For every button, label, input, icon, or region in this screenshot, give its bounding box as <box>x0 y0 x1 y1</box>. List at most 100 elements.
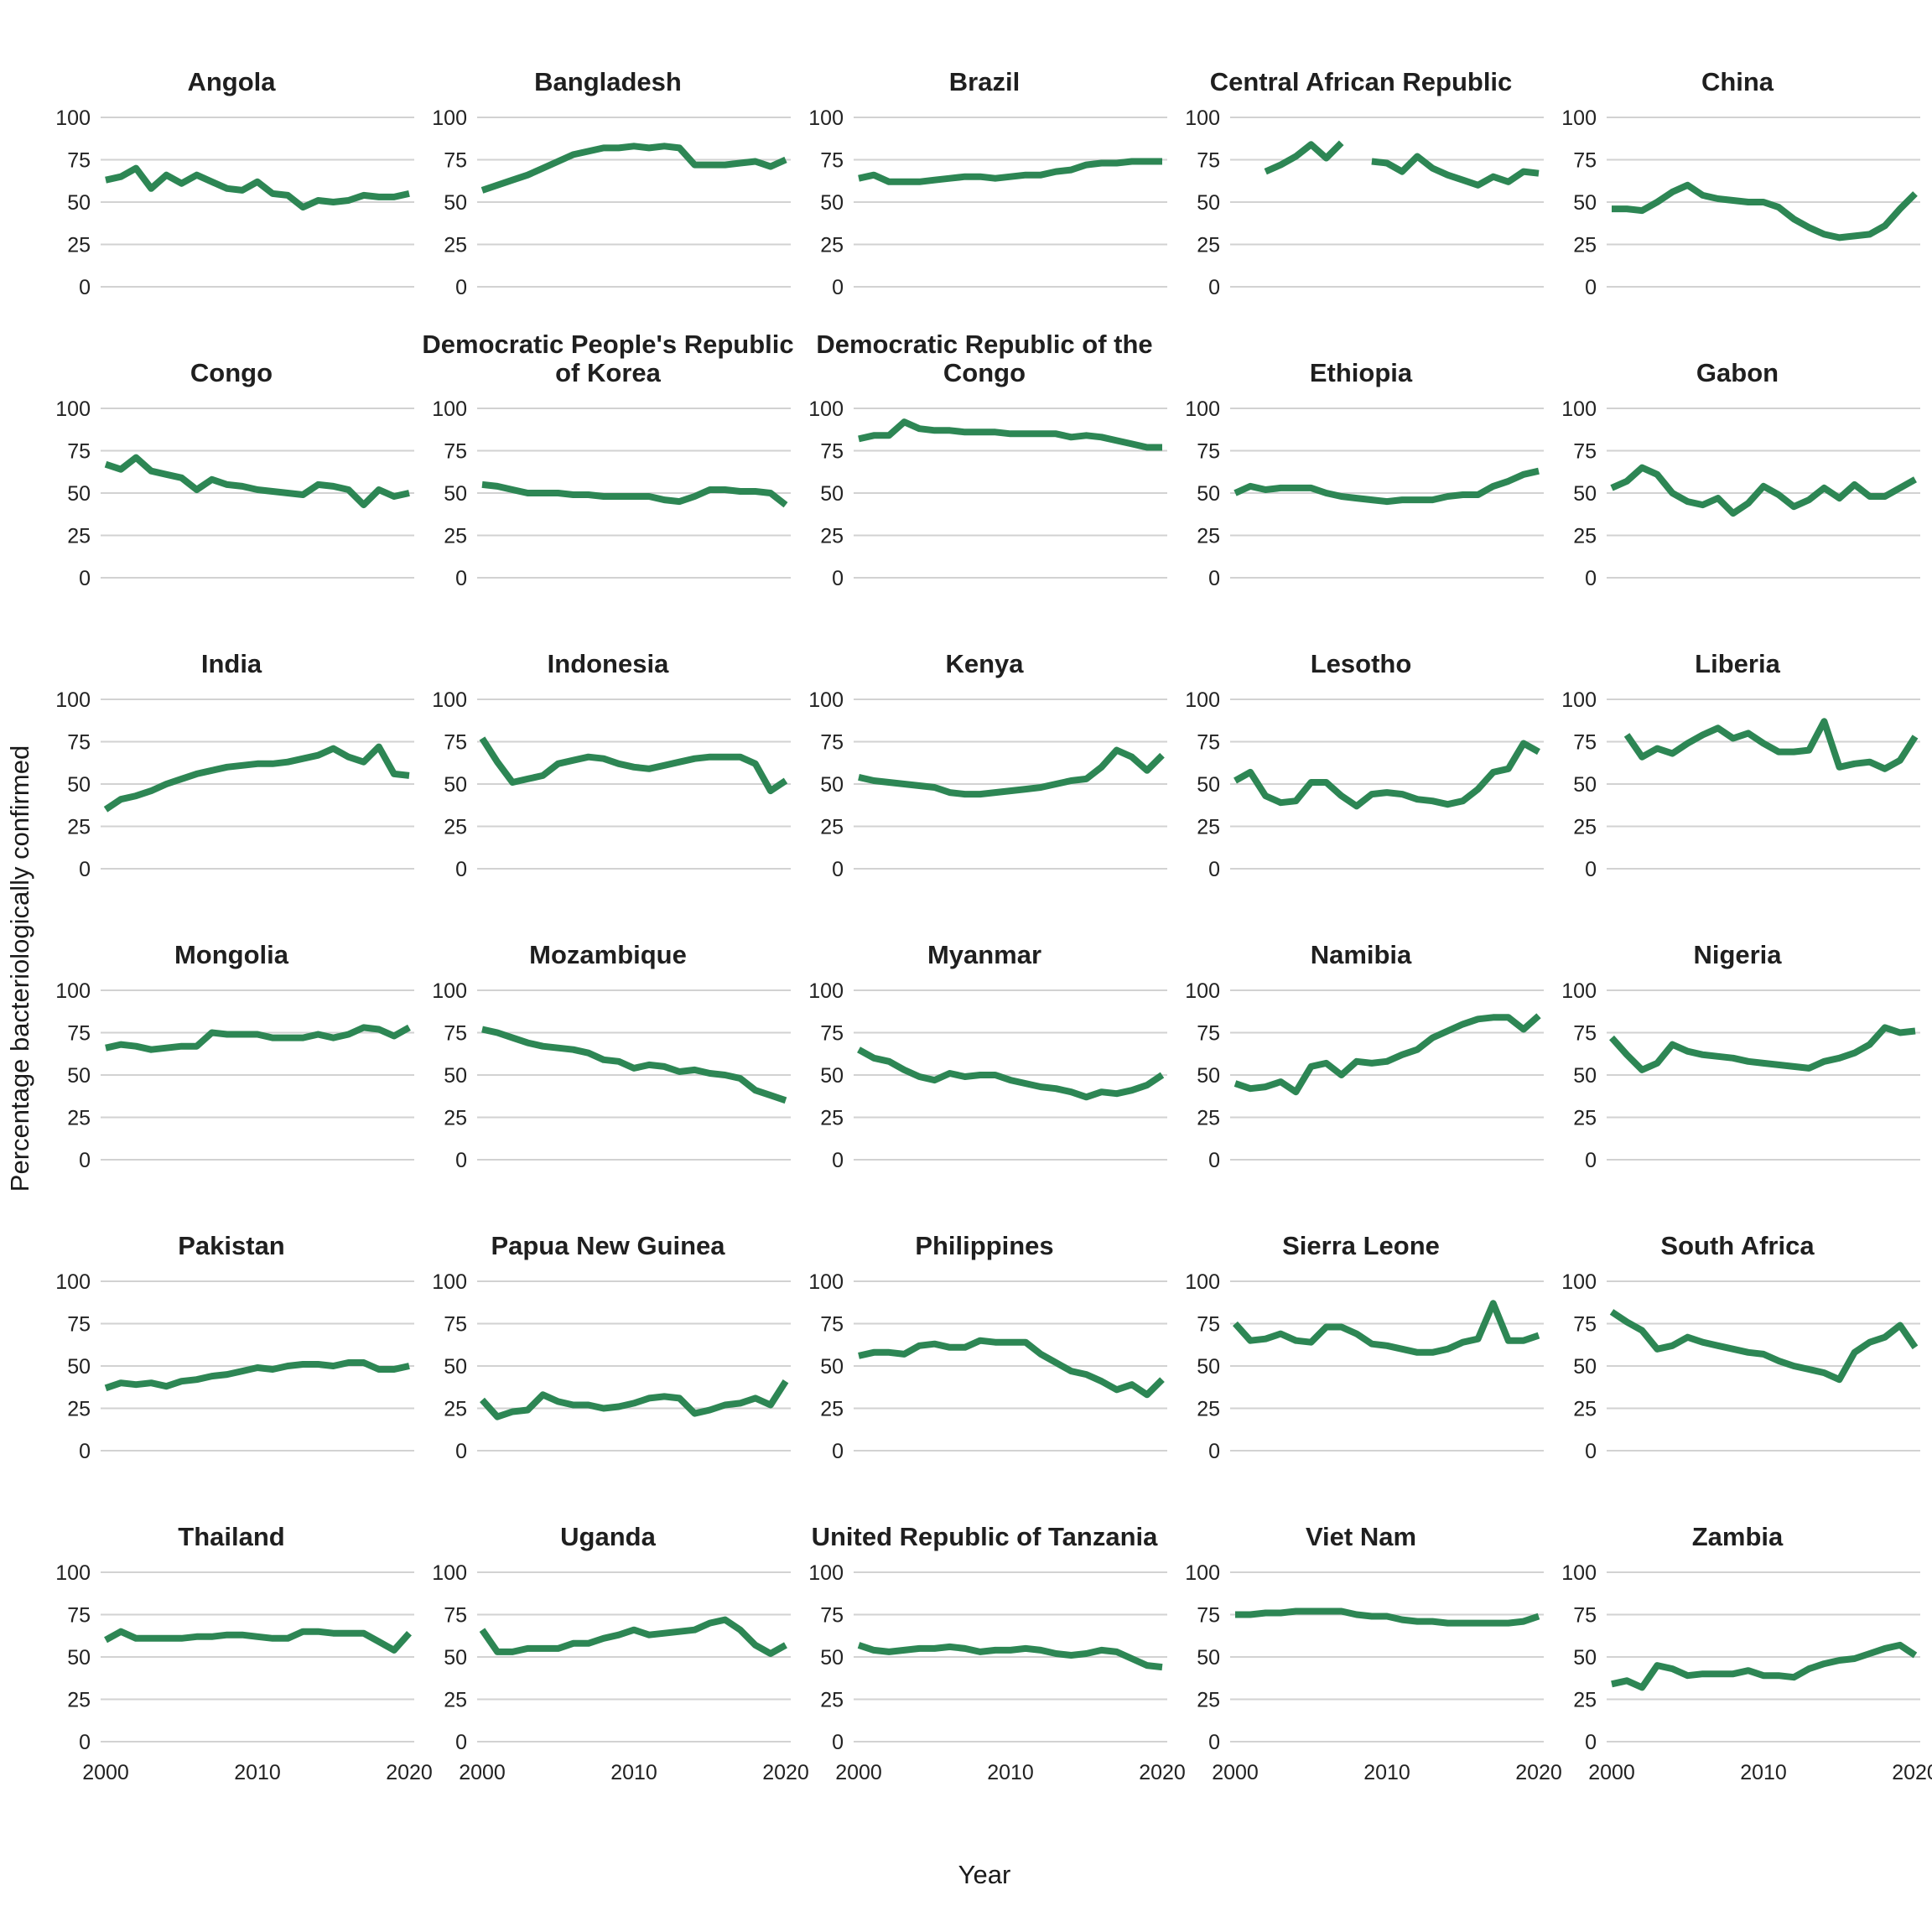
y-tick-label: 75 <box>67 1313 91 1337</box>
panel-plot: 100 75 50 25 0 <box>1173 397 1549 590</box>
panel-title: Angola <box>187 67 276 97</box>
panel-plot: 100 75 50 25 0 <box>420 688 796 881</box>
panel-plot: 100 75 50 25 0 <box>44 1270 419 1463</box>
y-tick-label: 25 <box>67 1689 91 1712</box>
panel-plot: 100 75 50 25 0 <box>1173 1270 1549 1463</box>
y-tick-label: 100 <box>1561 107 1597 130</box>
y-tick-label: 25 <box>1197 525 1220 548</box>
panel-svg: 100 75 50 25 0 <box>1561 688 1920 881</box>
y-tick-label: 25 <box>444 1398 467 1421</box>
panel-svg: 100 75 50 25 0 <box>55 397 414 590</box>
y-tick-label: 100 <box>432 689 467 712</box>
y-tick-label: 75 <box>1197 731 1220 755</box>
x-tick-label: 2010 <box>610 1761 657 1784</box>
panel-plot: 100 75 50 25 0 <box>797 106 1172 299</box>
panel-title: Mongolia <box>174 940 289 970</box>
facet-panel: Philippines 100 75 50 25 0 <box>797 1186 1172 1463</box>
y-tick-label: 50 <box>1573 1064 1597 1088</box>
x-tick-label: 2000 <box>1588 1761 1635 1784</box>
y-tick-label: 50 <box>67 1355 91 1379</box>
y-tick-label: 50 <box>820 1646 844 1670</box>
trend-line <box>480 1379 789 1420</box>
facet-panel: United Republic of Tanzania 100 75 50 25 0 2… <box>797 1477 1186 1788</box>
panel-svg: 100 75 50 25 0 <box>1185 1561 1544 1754</box>
facet-panel: Papua New Guinea 100 75 50 25 0 <box>420 1186 796 1463</box>
y-tick-label: 25 <box>67 1107 91 1130</box>
y-tick-label: 0 <box>79 567 91 586</box>
y-tick-label: 50 <box>1197 191 1220 215</box>
y-tick-label: 0 <box>832 276 844 295</box>
panel-plot: 100 75 50 25 0 <box>797 1270 1172 1463</box>
panel-svg: 100 75 50 25 0 <box>55 1270 414 1463</box>
panel-title: Philippines <box>915 1231 1054 1261</box>
facet-panel: Sierra Leone 100 75 50 25 0 <box>1173 1186 1549 1463</box>
panel-title: Gabon <box>1696 358 1779 388</box>
panel-plot: 100 75 50 25 0 <box>1550 1561 1925 1754</box>
y-tick-label: 75 <box>820 440 844 464</box>
y-tick-label: 0 <box>1585 858 1597 877</box>
panel-svg: 100 75 50 25 0 <box>1185 688 1544 881</box>
trend-line <box>858 418 1162 451</box>
trend-line <box>104 1359 410 1392</box>
y-tick-label: 100 <box>808 1562 844 1585</box>
y-tick-label: 100 <box>1185 107 1220 130</box>
panel-svg: 100 75 50 25 0 <box>808 1561 1167 1754</box>
x-tick-labels: 2000 2010 2020 <box>1173 1754 1562 1788</box>
y-tick-label: 75 <box>820 731 844 755</box>
y-tick-label: 100 <box>808 1271 844 1294</box>
y-tick-label: 0 <box>79 1731 91 1750</box>
facet-panel: Democratic Republic of the Congo 100 75 50… <box>797 313 1172 590</box>
panel-plot: 100 75 50 25 0 <box>420 397 796 590</box>
y-tick-label: 100 <box>432 398 467 421</box>
y-tick-label: 100 <box>1185 1562 1220 1585</box>
trend-line <box>1233 1013 1541 1096</box>
panel-svg: 100 75 50 25 0 <box>808 1270 1167 1463</box>
facet-panel: Pakistan 100 75 50 25 0 <box>44 1186 419 1463</box>
panel-title: Namibia <box>1310 940 1412 970</box>
y-tick-label: 25 <box>820 816 844 839</box>
y-tick-label: 50 <box>1573 1646 1597 1670</box>
y-tick-label: 75 <box>1573 149 1597 173</box>
y-tick-label: 25 <box>820 1398 844 1421</box>
x-tick-label: 2010 <box>1740 1761 1787 1784</box>
trend-line <box>857 1046 1165 1101</box>
y-tick-label: 0 <box>1585 1149 1597 1168</box>
panel-plot: 100 75 50 25 0 <box>44 979 419 1172</box>
y-tick-label: 0 <box>455 276 467 295</box>
trend-line <box>1611 1641 1918 1691</box>
facet-panel: Nigeria 100 75 50 25 0 <box>1550 895 1925 1172</box>
x-tick-label: 2020 <box>762 1761 809 1784</box>
panel-svg: 100 75 50 25 0 <box>55 1561 414 1754</box>
facet-panel: Zambia 100 75 50 25 0 2000 2010 2020 <box>1550 1477 1932 1788</box>
y-tick-label: 50 <box>1573 773 1597 797</box>
y-tick-label: 100 <box>1561 980 1597 1003</box>
y-tick-label: 100 <box>808 398 844 421</box>
y-tick-label: 0 <box>455 1149 467 1168</box>
panel-title: Indonesia <box>547 649 669 679</box>
trend-line <box>104 1628 412 1654</box>
panel-svg: 100 75 50 25 0 <box>432 106 791 299</box>
panel-title: Brazil <box>948 67 1021 97</box>
y-tick-label: 25 <box>1573 1398 1597 1421</box>
panel-title: Zambia <box>1691 1522 1784 1552</box>
y-tick-label: 75 <box>444 440 467 464</box>
y-tick-label: 50 <box>1197 773 1220 797</box>
trend-line <box>1609 1024 1916 1073</box>
y-tick-label: 0 <box>79 858 91 877</box>
y-tick-label: 0 <box>1208 1149 1220 1168</box>
y-tick-label: 50 <box>820 1064 844 1088</box>
panel-plot: 100 75 50 25 0 <box>420 979 796 1172</box>
x-tick-label: 2000 <box>82 1761 129 1784</box>
y-tick-label: 0 <box>1585 276 1597 295</box>
x-tick-labels: 2000 2010 2020 <box>44 1754 433 1788</box>
y-tick-label: 100 <box>55 689 91 712</box>
panel-plot: 100 75 50 25 0 <box>797 1561 1172 1754</box>
facet-panel: Myanmar 100 75 50 25 0 <box>797 895 1172 1172</box>
y-tick-label: 50 <box>1197 1646 1220 1670</box>
panel-title: Papua New Guinea <box>491 1231 725 1261</box>
facet-panel: Brazil 100 75 50 25 0 <box>797 22 1172 299</box>
y-tick-label: 25 <box>444 1107 467 1130</box>
facet-panel: Indonesia 100 75 50 25 0 <box>420 604 796 881</box>
y-tick-label: 75 <box>1573 731 1597 755</box>
panel-plot: 100 75 50 25 0 <box>1173 979 1549 1172</box>
